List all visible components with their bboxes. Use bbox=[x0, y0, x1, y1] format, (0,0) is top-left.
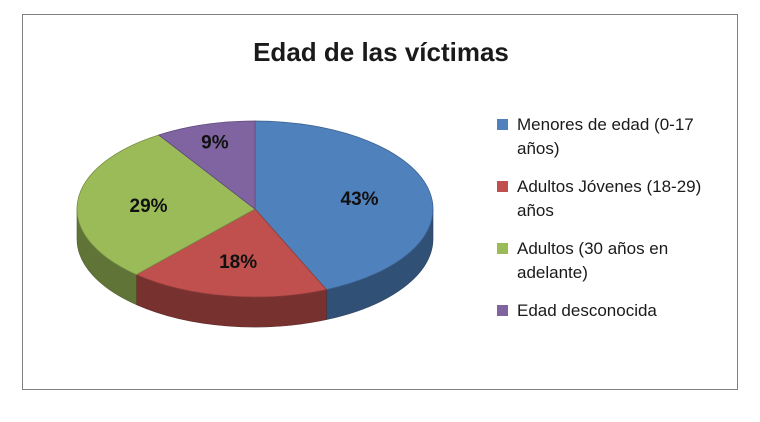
pie-slice-adultos bbox=[76, 134, 256, 276]
legend-label-adultos-jovenes: Adultos Jóvenes (18-29) años bbox=[517, 177, 702, 220]
pie-slice-adultos-jovenes bbox=[135, 208, 328, 298]
legend-item-adultos-jovenes: Adultos Jóvenes (18-29) años bbox=[495, 175, 735, 223]
legend-label-menores: Menores de edad (0-17 años) bbox=[517, 115, 694, 158]
pie-slice-menores bbox=[254, 120, 434, 291]
pie-slice-desconocida bbox=[157, 120, 256, 210]
legend-item-adultos: Adultos (30 años en adelante) bbox=[495, 237, 735, 285]
data-label-adultos: 29% bbox=[130, 196, 168, 217]
pie-chart: 43% 18% 29% 9% bbox=[76, 120, 434, 328]
data-label-adultos-jovenes: 18% bbox=[219, 252, 257, 273]
legend-swatch-desconocida bbox=[497, 305, 508, 316]
legend-swatch-adultos bbox=[497, 243, 508, 254]
legend-swatch-menores bbox=[497, 119, 508, 130]
legend-item-menores: Menores de edad (0-17 años) bbox=[495, 113, 735, 161]
legend-label-desconocida: Edad desconocida bbox=[517, 301, 657, 320]
legend-item-desconocida: Edad desconocida bbox=[495, 299, 735, 323]
legend-label-adultos: Adultos (30 años en adelante) bbox=[517, 239, 669, 282]
legend-swatch-adultos-jovenes bbox=[497, 181, 508, 192]
chart-frame: Edad de las víctimas 43% 18% 29% 9% Menores… bbox=[22, 14, 738, 390]
data-label-desconocida: 9% bbox=[201, 132, 229, 153]
legend: Menores de edad (0-17 años) Adultos Jóve… bbox=[495, 113, 735, 337]
data-label-menores: 43% bbox=[341, 189, 379, 210]
chart-title: Edad de las víctimas bbox=[253, 37, 509, 67]
